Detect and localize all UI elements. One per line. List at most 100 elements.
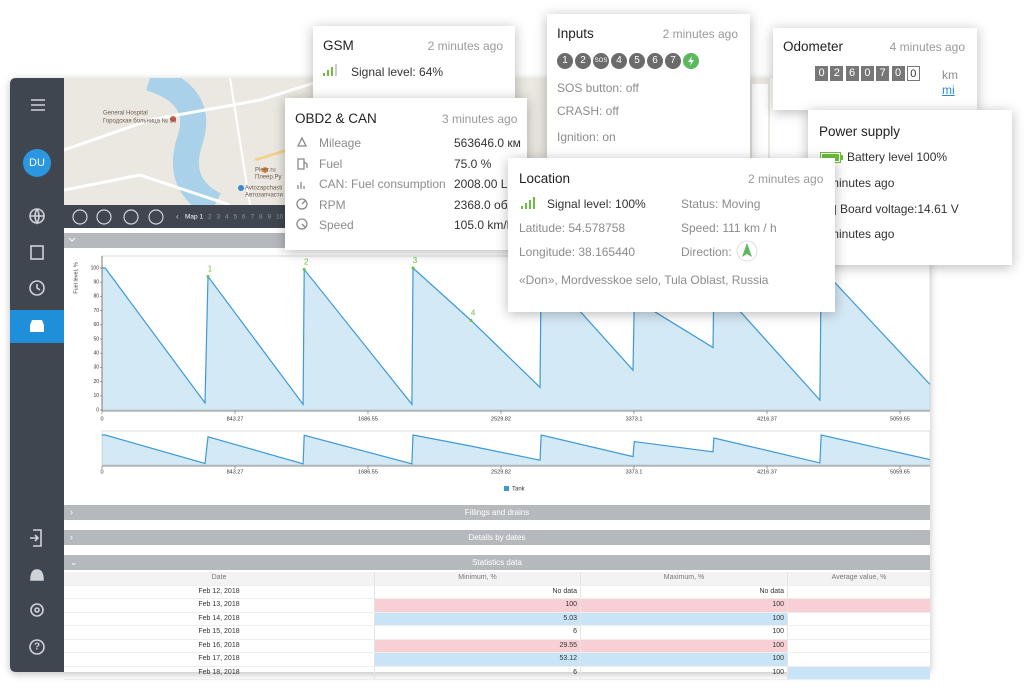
obd-label: CAN: Fuel consumption — [319, 177, 446, 191]
unit-mi[interactable]: mi — [942, 83, 955, 97]
y-tick-label: 0 — [96, 407, 99, 413]
table-cell: Feb 12, 2018 — [198, 587, 240, 595]
table-cell: 100 — [580, 639, 787, 652]
table-cell: No data — [580, 585, 787, 598]
avatar[interactable] — [23, 149, 51, 177]
legend-label: Tank — [512, 487, 526, 493]
y-tick-label: 20 — [93, 379, 99, 385]
chevron: › — [70, 532, 73, 542]
card-time: 2 minutes ago — [662, 27, 738, 41]
odometer-digit: 6 — [845, 66, 859, 81]
map-page: Map 1 — [185, 214, 203, 221]
odometer-digit: 2 — [830, 66, 844, 81]
map-page: 10 — [276, 214, 284, 221]
obd-label: Speed — [319, 218, 354, 232]
header-cell: Minimum, % — [374, 572, 580, 585]
section-bar[interactable]: › Fillings and drains — [64, 505, 930, 520]
map-prev: ‹ — [176, 212, 179, 221]
x-tick-label: 5059.65 — [890, 416, 910, 422]
speed: Speed: 111 km / h — [681, 221, 777, 235]
obd-icon — [296, 197, 310, 212]
y-axis-label: Fuel level, % — [73, 262, 79, 294]
inputs-card: Inputs 2 minutes ago 1 2 SOS 4 5 6 7 SOS butto… — [547, 14, 750, 160]
map-label: Городская больница № 56 — [103, 118, 177, 125]
voltage-time: 6 minutes ago — [819, 227, 895, 241]
table-row: Feb 13, 2018 100 100 — [64, 599, 930, 613]
empty-cell — [787, 666, 930, 679]
y-tick-label: 10 — [93, 393, 99, 399]
empty-cell — [787, 612, 930, 625]
gsm-card: GSM 2 minutes ago Signal level: 64% — [313, 26, 515, 100]
x-tick-label: 2529.82 — [491, 469, 511, 475]
chevron: ⌄ — [70, 557, 78, 567]
battery-text: Battery level 100% — [847, 150, 948, 164]
map-page: 4 — [225, 214, 229, 221]
x-tick-label: 3373.1 — [626, 416, 643, 422]
table-cell: 100 — [580, 612, 787, 625]
power-card: Power supply Battery level 100% 2 minute… — [808, 110, 1012, 265]
unit-km: km — [942, 68, 958, 82]
bolt-icon — [688, 56, 694, 66]
card-title: GSM — [323, 38, 354, 53]
map-label: Плеер.Ру — [255, 175, 282, 181]
annotation-marker — [302, 267, 306, 271]
location-card: Location 2 minutes ago Signal level: 100… — [508, 158, 835, 312]
y-tick-label: 50 — [93, 336, 99, 342]
signal-icon — [323, 64, 337, 76]
odometer-digit: 0 — [815, 66, 828, 81]
input-pin: 7 — [665, 53, 681, 69]
ignition-pin — [683, 53, 699, 69]
sidebar-icons — [29, 99, 45, 655]
card-title: OBD2 & CAN — [295, 111, 377, 126]
empty-cell — [787, 599, 930, 612]
card-title: Location — [519, 171, 571, 186]
longitude: Longitude: 38.165440 — [519, 245, 636, 259]
odometer-digit: 7 — [876, 66, 890, 81]
empty-cell — [787, 626, 930, 639]
table-cell: 6 — [374, 666, 580, 679]
y-tick-label: 70 — [93, 308, 99, 314]
input-line: SOS button: off — [557, 81, 639, 95]
card-time: 4 minutes ago — [889, 40, 965, 54]
map-page: 8 — [259, 214, 263, 221]
empty-cell — [787, 585, 930, 598]
obd-icon — [296, 177, 310, 191]
annotation-marker — [469, 319, 473, 323]
section-bar[interactable]: › Details by dates — [64, 530, 930, 545]
x-tick-label: 843.27 — [227, 469, 244, 475]
table-cell: 5.03 — [374, 612, 580, 625]
table-cell: 100 — [374, 599, 580, 612]
empty-cell — [787, 639, 930, 652]
map-page: 9 — [268, 214, 272, 221]
x-tick-label: 5059.65 — [890, 469, 910, 475]
input-line: CRASH: off — [557, 104, 619, 118]
avatar-text: DU — [29, 157, 45, 169]
signal-icon — [521, 197, 535, 209]
section-bar[interactable]: ⌄ Statistics data — [64, 555, 930, 570]
map-page: 5 — [234, 214, 238, 221]
card-time: 2 minutes ago — [427, 39, 503, 53]
y-tick-label: 60 — [93, 322, 99, 328]
latitude: Latitude: 54.578758 — [519, 221, 626, 235]
table-row: Feb 18, 2018 6 100 — [64, 666, 930, 680]
table-cell: Feb 14, 2018 — [198, 614, 240, 622]
obd-value: 563646.0 км — [454, 136, 521, 150]
obd-icon-svg — [297, 157, 308, 170]
table-row: Feb 12, 2018 No data No data — [64, 585, 930, 599]
map-page: 7 — [251, 214, 255, 221]
help-icon: ? — [34, 642, 40, 653]
header-cell: Date — [64, 572, 374, 585]
obd-label: RPM — [319, 197, 346, 212]
table-cell: 100 — [580, 653, 787, 666]
table-header: Date Minimum, % Maximum, % Average value, % — [64, 572, 930, 586]
table-row: Feb 15, 2018 6 100 — [64, 626, 930, 640]
empty-cell — [787, 653, 930, 666]
header-cell: Maximum, % — [580, 572, 787, 585]
obd-label: Mileage — [319, 136, 362, 150]
obd-icon — [296, 136, 310, 150]
table-cell: Feb 17, 2018 — [198, 655, 240, 662]
obd-rows: Mileage 563646.0 км Fuel 75.0 % CAN: Fuel co… — [285, 98, 527, 250]
signal-text: Signal level: 64% — [351, 65, 444, 79]
card-time: 3 minutes ago — [442, 112, 518, 126]
